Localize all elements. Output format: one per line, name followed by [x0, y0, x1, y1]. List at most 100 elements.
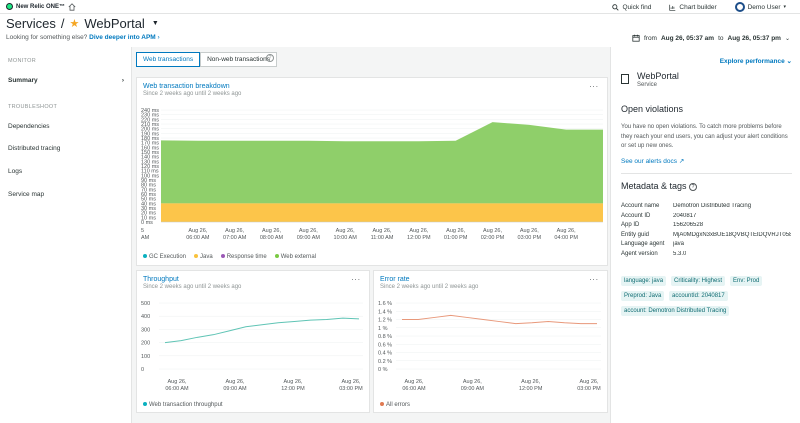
chart-title: Web transaction breakdown — [143, 83, 230, 90]
chart-menu-button[interactable]: ... — [589, 80, 599, 89]
monitor-section-title: MONITOR — [8, 58, 36, 64]
x-tick-label: Aug 26, — [336, 228, 355, 234]
metadata-value: Demotron Distributed Tracing — [673, 203, 752, 209]
metadata-key: Account name — [621, 203, 660, 209]
chevron-right-icon: › — [157, 34, 160, 41]
x-tick-label: Aug 26, — [299, 228, 318, 234]
help-icon[interactable]: ? — [266, 54, 274, 62]
tab-web-transactions[interactable]: Web transactions — [136, 52, 201, 67]
y-tick-label: 80 ms — [141, 183, 156, 189]
sidebar-item-dependencies[interactable]: Dependencies — [8, 123, 50, 130]
legend-item[interactable]: All errors — [380, 402, 410, 408]
chart-subtitle: Since 2 weeks ago until 2 weeks ago — [380, 284, 479, 290]
tag-chip[interactable]: account: Demotron Distributed Tracing — [621, 306, 730, 316]
y-tick-label: 190 ms — [141, 131, 159, 137]
info-icon[interactable]: ? — [689, 182, 698, 191]
breakdown-chart-card: Web transaction breakdown Since 2 weeks … — [136, 77, 608, 266]
legend-item[interactable]: Response time — [220, 254, 267, 260]
entity-switcher-chevron-icon[interactable]: ▼ — [151, 20, 159, 27]
x-tick-label: 07:00 AM — [223, 235, 247, 241]
chart-subtitle: Since 2 weeks ago until 2 weeks ago — [143, 91, 242, 97]
y-tick-label: 200 ms — [141, 127, 159, 133]
sidebar-item-summary[interactable]: Summary › — [8, 77, 126, 84]
x-tick-label: Aug 26, — [262, 228, 281, 234]
chart-builder-icon — [669, 4, 676, 11]
tag-chip[interactable]: Preprod: Java — [621, 291, 665, 301]
x-tick-label: 11:00 AM — [371, 235, 394, 241]
legend-item[interactable]: Java — [194, 254, 213, 260]
y-tick-label: 70 ms — [141, 187, 156, 193]
tag-chip[interactable]: accountId: 2040817 — [669, 291, 728, 301]
explore-performance-button[interactable]: Explore performance ⌄ — [720, 57, 792, 65]
x-tick-label: 04:00 PM — [554, 235, 578, 241]
apm-link[interactable]: Dive deeper into APM — [89, 34, 156, 41]
x-tick-label: 09:00 AM — [297, 235, 321, 241]
metadata-key: Language agent — [621, 241, 665, 247]
time-picker[interactable]: from Aug 26, 05:37 am to Aug 26, 05:37 p… — [632, 34, 790, 42]
x-tick-label: 06:00 AM — [165, 386, 189, 392]
logo-mark-icon — [6, 3, 13, 10]
breadcrumb-services[interactable]: Services — [6, 16, 56, 31]
violations-text: You have no open violations. To catch mo… — [621, 124, 788, 149]
apm-prompt-text: Looking for something else? — [6, 34, 88, 41]
series-line — [164, 317, 360, 344]
legend-item[interactable]: GC Execution — [143, 254, 186, 260]
chart-menu-button[interactable]: ... — [589, 273, 599, 282]
error-rate-chart: 1.6 % 1.4 % 1.2 % 1 % 0.8 % 0.6 % 0.4 % 0.2 % 0 … — [378, 301, 601, 392]
y-tick-label: 180 ms — [141, 136, 159, 142]
calendar-icon — [632, 34, 640, 42]
chart-menu-button[interactable]: ... — [351, 273, 361, 282]
tab-non-web-transactions[interactable]: Non-web transactions — [200, 52, 277, 67]
time-to: Aug 26, 05:37 pm — [727, 34, 781, 42]
tag-chip[interactable]: Env: Prod — [730, 276, 763, 286]
x-tick-label: Aug 26, — [521, 379, 540, 385]
y-tick-label: 50 ms — [141, 197, 156, 203]
x-tick-label: Aug 26, — [226, 379, 245, 385]
legend-item[interactable]: Web external — [274, 254, 316, 260]
x-tick-label: Aug 26, — [463, 379, 482, 385]
x-tick-label: 06:00 AM — [402, 386, 426, 392]
x-tick-label: 06:00 AM — [186, 235, 210, 241]
service-icon — [621, 74, 629, 84]
chevron-down-icon: ⌄ — [784, 35, 790, 42]
metadata-title: Metadata & tags ? — [621, 181, 698, 191]
sidebar-item-label: Summary — [8, 77, 38, 84]
legend-item[interactable]: Web transaction throughput — [143, 402, 223, 408]
metadata-row: App ID 156206528 — [621, 222, 703, 228]
user-menu[interactable]: Demo User ▾ — [734, 2, 786, 12]
sidebar-item-service-map[interactable]: Service map — [8, 191, 45, 198]
chart-subtitle: Since 2 weeks ago until 2 weeks ago — [143, 284, 242, 290]
sidebar-item-distributed-tracing[interactable]: Distributed tracing — [8, 145, 61, 152]
error-rate-chart-card: Error rate Since 2 weeks ago until 2 wee… — [373, 270, 608, 413]
metadata-key: Agent version — [621, 250, 658, 257]
y-tick-label: 100 — [141, 354, 150, 360]
home-icon[interactable] — [68, 3, 76, 11]
x-tick-label: 02:00 PM — [481, 235, 505, 241]
metadata-row: Account ID 2040817 — [621, 213, 696, 219]
y-tick-label: 160 ms — [141, 145, 159, 151]
x-tick-label: 03:00 PM — [577, 386, 601, 392]
y-tick-label: 400 — [141, 314, 150, 320]
sidebar-item-logs[interactable]: Logs — [8, 168, 23, 175]
x-tick-label: 09:00 AM — [461, 386, 485, 392]
x-tick-label: Aug 26, — [225, 228, 244, 234]
y-tick-label: 40 ms — [141, 201, 156, 207]
chart-builder-label: Chart builder — [679, 3, 717, 11]
y-tick-label: 0.8 % — [378, 334, 392, 340]
metadata-row: Agent version 5.3.0 — [621, 251, 686, 257]
y-tick-label: 130 ms — [141, 159, 159, 165]
time-from: Aug 26, 05:37 am — [660, 34, 715, 42]
external-link-icon: ↗ — [678, 158, 685, 165]
tag-chip[interactable]: Criticality: Highest — [671, 276, 726, 286]
favorite-star-icon[interactable]: ★ — [69, 18, 80, 30]
x-tick-label: Aug 26, — [342, 379, 361, 385]
metadata-value: MjA0MDgxN3xBUE18QVBQTElDQVRJT058... — [673, 231, 791, 238]
quick-find-button[interactable]: Quick find — [612, 4, 651, 11]
tag-chip[interactable]: language: java — [621, 276, 667, 286]
entity-detail-panel: Explore performance ⌄ WebPortal Service … — [610, 47, 800, 423]
chart-builder-button[interactable]: Chart builder — [669, 3, 717, 11]
new-relic-logo[interactable]: New Relic ONE™ — [6, 3, 65, 10]
time-to-label: to — [718, 34, 724, 42]
alerts-docs-link[interactable]: See our alerts docs ↗ — [621, 157, 684, 165]
